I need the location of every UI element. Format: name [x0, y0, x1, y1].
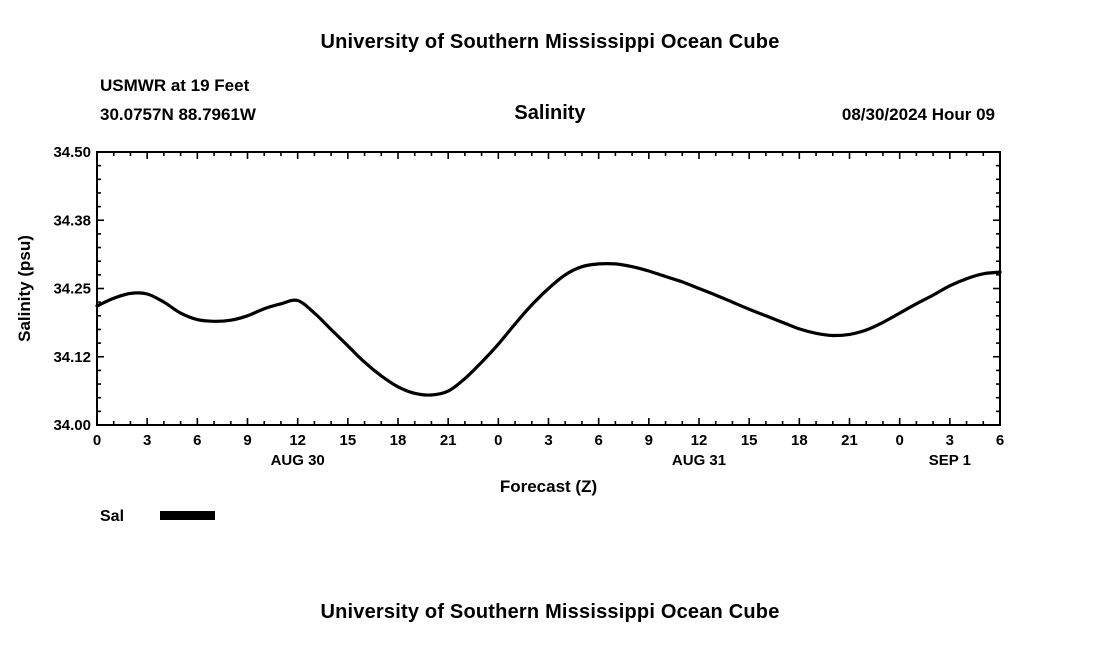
svg-text:6: 6	[996, 432, 1004, 449]
svg-text:AUG 31: AUG 31	[672, 452, 726, 469]
svg-text:3: 3	[946, 432, 954, 449]
next-chart-title: University of Southern Mississippi Ocean…	[320, 601, 780, 623]
svg-text:21: 21	[440, 432, 457, 449]
svg-text:6: 6	[594, 432, 602, 449]
svg-text:34.00: 34.00	[53, 417, 91, 434]
svg-text:9: 9	[645, 432, 653, 449]
svg-text:18: 18	[390, 432, 407, 449]
legend: Sal	[100, 508, 215, 525]
svg-text:SEP 1: SEP 1	[929, 452, 971, 469]
svg-text:34.12: 34.12	[53, 349, 91, 366]
svg-text:0: 0	[895, 432, 903, 449]
svg-text:Forecast (Z): Forecast (Z)	[500, 477, 597, 496]
svg-text:34.25: 34.25	[53, 281, 91, 298]
chart-title: Salinity	[514, 102, 586, 124]
day-labels: AUG 30 AUG 31 SEP 1	[271, 452, 971, 469]
svg-text:Salinity (psu): Salinity (psu)	[15, 235, 34, 342]
svg-text:3: 3	[544, 432, 552, 449]
svg-text:9: 9	[243, 432, 251, 449]
run-time-label: 08/30/2024 Hour 09	[841, 105, 995, 124]
svg-text:12: 12	[691, 432, 708, 449]
svg-text:15: 15	[339, 432, 356, 449]
page-title: University of Southern Mississippi Ocean…	[320, 31, 780, 53]
y-axis-ticks	[97, 151, 1000, 426]
x-tick-labels: 0 3 6 9 12 15 18 21 0 3 6 9 12 15 18 21 0 3 6	[93, 432, 1004, 449]
y-axis-title: Salinity (psu)	[15, 235, 34, 342]
svg-text:3: 3	[143, 432, 151, 449]
svg-text:34.38: 34.38	[53, 212, 91, 229]
legend-label: Sal	[100, 508, 124, 525]
svg-text:0: 0	[494, 432, 502, 449]
legend-line-swatch	[160, 511, 215, 520]
x-axis-title: Forecast (Z)	[500, 477, 597, 496]
svg-text:34.50: 34.50	[53, 144, 91, 161]
svg-text:21: 21	[841, 432, 858, 449]
svg-text:AUG 30: AUG 30	[271, 452, 325, 469]
salinity-series-line	[95, 262, 1002, 397]
svg-text:18: 18	[791, 432, 808, 449]
x-axis-ticks	[96, 152, 1001, 425]
svg-text:6: 6	[193, 432, 201, 449]
y-tick-labels: 34.00 34.12 34.25 34.38 34.50	[53, 144, 91, 434]
svg-text:15: 15	[741, 432, 758, 449]
svg-text:12: 12	[289, 432, 306, 449]
station-coordinates: 30.0757N 88.7961W	[100, 105, 256, 124]
salinity-line-chart: 0 3 6 9 12 15 18 21 0 3 6 9 12 15 18 21 0 3 6 AUG 30 AUG 31 S…	[15, 144, 1004, 525]
svg-text:0: 0	[93, 432, 101, 449]
station-label: USMWR at 19 Feet	[100, 76, 250, 95]
